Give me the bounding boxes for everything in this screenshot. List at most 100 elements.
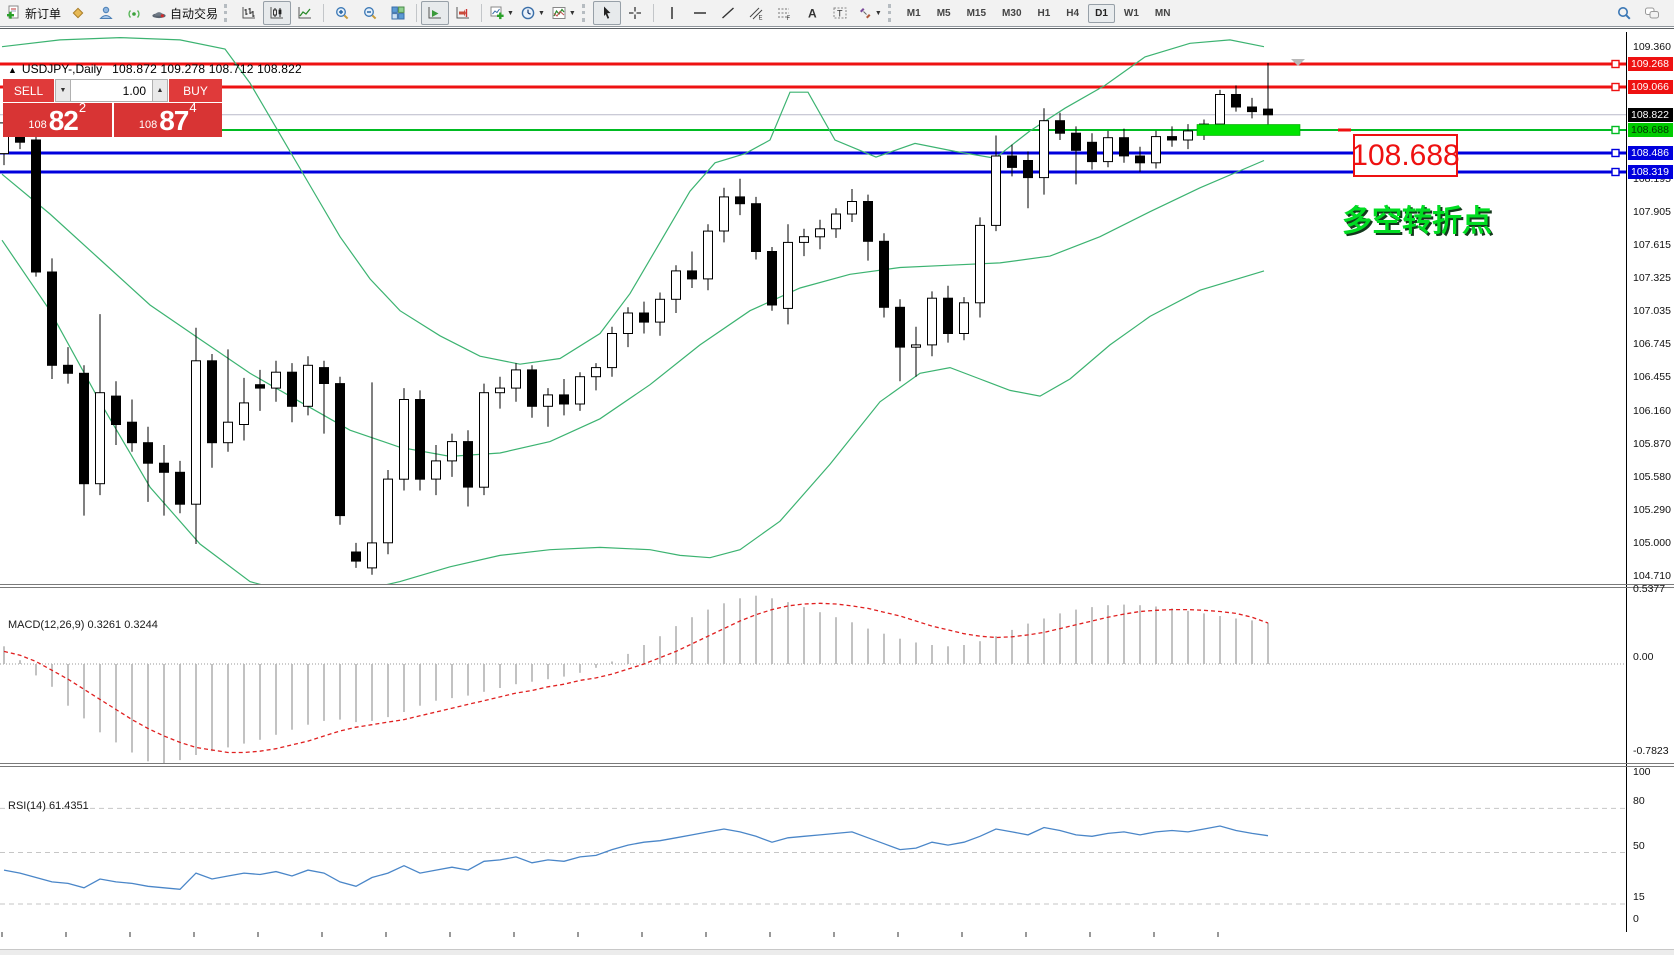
line-endpoint-marker[interactable] <box>1611 59 1620 69</box>
line-chart-button[interactable] <box>291 1 319 25</box>
candle-12 <box>191 360 201 505</box>
candle-16 <box>255 384 265 389</box>
new-chart-button-dropdown-icon[interactable]: ▼ <box>507 9 514 17</box>
hline-icon <box>692 5 708 21</box>
svg-text:T: T <box>837 9 843 19</box>
candle-11 <box>175 471 185 505</box>
horizontal-line-button[interactable] <box>686 1 714 25</box>
candle-62 <box>991 155 1001 226</box>
channel-button[interactable]: E <box>742 1 770 25</box>
symbol-title: USDJPY-,Daily <box>21 62 103 76</box>
indicators-button-dropdown-icon[interactable]: ▼ <box>568 9 576 17</box>
period-h1[interactable]: H1 <box>1037 7 1051 19</box>
period-w1[interactable]: W1 <box>1123 7 1139 19</box>
turning-point-annotation[interactable]: 多空转折点 <box>1342 205 1492 238</box>
new-order-button[interactable]: 新订单 <box>3 1 64 25</box>
period-m1[interactable]: M1 <box>906 7 921 19</box>
trendline-button[interactable] <box>714 1 742 25</box>
candle-50 <box>799 236 809 243</box>
rsi-tick-80: 80 <box>1633 795 1645 808</box>
autotrading-button[interactable]: 自动交易 <box>148 1 221 25</box>
price-badge-108.688: 108.688 <box>1628 123 1673 137</box>
line-endpoint-marker[interactable] <box>1611 167 1620 177</box>
volume-decrease-button[interactable]: ▼ <box>55 79 71 102</box>
text-a-icon: A <box>804 5 820 21</box>
candle-7 <box>111 395 121 426</box>
profiles-button-dropdown-icon[interactable]: ▼ <box>537 9 545 17</box>
rsi-label: RSI(14) 61.4351 <box>8 800 89 812</box>
community-chat-button[interactable] <box>1638 1 1666 25</box>
candle-67 <box>1071 132 1081 151</box>
fibonacci-button[interactable]: F <box>770 1 798 25</box>
crosshair-button[interactable] <box>621 1 649 25</box>
chart-shift-button[interactable] <box>449 1 477 25</box>
candle-20 <box>319 367 329 385</box>
candle-74 <box>1183 130 1193 141</box>
tile-windows-button[interactable] <box>384 1 412 25</box>
cursor-icon <box>599 5 615 21</box>
candle-21 <box>335 383 345 517</box>
period-m5[interactable]: M5 <box>936 7 951 19</box>
candlestick-chart-button[interactable] <box>263 1 292 25</box>
macd-label: MACD(12,26,9) 0.3261 0.3244 <box>8 619 158 631</box>
buy-price[interactable]: 108 87 4 <box>113 100 222 137</box>
period-m15[interactable]: M15 <box>966 7 987 19</box>
volume-increase-button[interactable]: ▲ <box>152 79 168 102</box>
new-chart-button[interactable]: ▼ <box>486 1 517 25</box>
indicators-button[interactable]: ▼ <box>548 1 579 25</box>
period-m30[interactable]: M30 <box>1002 7 1022 19</box>
macd-tick-0.5377: 0.5377 <box>1633 583 1666 596</box>
toolbar: 新订单 自动交易 ▼ ▼ ▼ E F A T ▼ M1 M5 M15 M30 H1 H4 D1 W1 MN <box>0 0 1674 27</box>
highlight-bar[interactable] <box>1196 124 1301 136</box>
price-tick-106.745: 106.745 <box>1633 338 1671 351</box>
sell-price[interactable]: 108 82 2 <box>3 100 112 137</box>
zoom-out-button[interactable] <box>356 1 384 25</box>
period-h4[interactable]: H4 <box>1066 7 1080 19</box>
toolbar-drag-handle[interactable] <box>224 4 230 22</box>
ohlc-values: 108.872 109.278 108.712 108.822 <box>112 62 302 76</box>
candle-3 <box>47 271 57 366</box>
chart-candles-icon <box>269 5 285 21</box>
line-endpoint-marker[interactable] <box>1611 82 1620 92</box>
search-button[interactable] <box>1610 1 1638 25</box>
line-endpoint-marker[interactable] <box>1611 148 1620 158</box>
chart-shift-marker[interactable] <box>1291 59 1305 66</box>
candle-61 <box>975 224 985 304</box>
period-mn[interactable]: MN <box>1154 7 1171 19</box>
toolbar-drag-handle[interactable] <box>887 4 894 22</box>
arrows-button-dropdown-icon[interactable]: ▼ <box>874 9 882 17</box>
cursor-button[interactable] <box>592 1 621 25</box>
line-endpoint-marker[interactable] <box>1611 125 1620 135</box>
zoom-in-button[interactable] <box>328 1 356 25</box>
new-order-button-label: 新订单 <box>25 6 62 21</box>
diamond-icon <box>70 5 86 21</box>
autotrading-button-label: 自动交易 <box>170 6 219 21</box>
signals-button[interactable] <box>120 1 148 25</box>
one-click-trading-panel: SELL ▼ 1.00 ▲ BUY 108 82 2 108 87 4 <box>3 79 222 137</box>
metaeditor-button[interactable] <box>64 1 92 25</box>
price-level-annotation[interactable]: 108.688 <box>1351 134 1460 177</box>
profiles-button[interactable]: ▼ <box>517 1 548 25</box>
vertical-line-button[interactable] <box>658 1 686 25</box>
period-d1[interactable]: D1 <box>1088 3 1115 23</box>
bar-chart-button[interactable] <box>235 1 263 25</box>
toolbar-drag-handle[interactable] <box>581 4 588 22</box>
price-tick-107.905: 107.905 <box>1633 206 1671 219</box>
buy-price-point: 4 <box>189 100 197 115</box>
candle-42 <box>671 270 681 300</box>
sell-button[interactable]: SELL <box>3 79 54 102</box>
candle-6 <box>95 392 105 485</box>
text-label-button[interactable]: T <box>826 1 854 25</box>
chart-bars-icon <box>241 5 257 21</box>
text-button[interactable]: A <box>798 1 826 25</box>
auto-scroll-button[interactable] <box>421 1 450 25</box>
bollinger-middle-band <box>1 159 1265 458</box>
candle-19 <box>303 364 313 407</box>
volume-input[interactable]: 1.00 <box>71 79 152 102</box>
candle-55 <box>879 240 889 308</box>
buy-button[interactable]: BUY <box>169 79 222 102</box>
profile-button[interactable] <box>92 1 120 25</box>
bollinger-upper-band <box>1 36 1265 365</box>
collapse-icon[interactable]: ▲ <box>8 65 17 75</box>
arrows-button[interactable]: ▼ <box>854 1 885 25</box>
